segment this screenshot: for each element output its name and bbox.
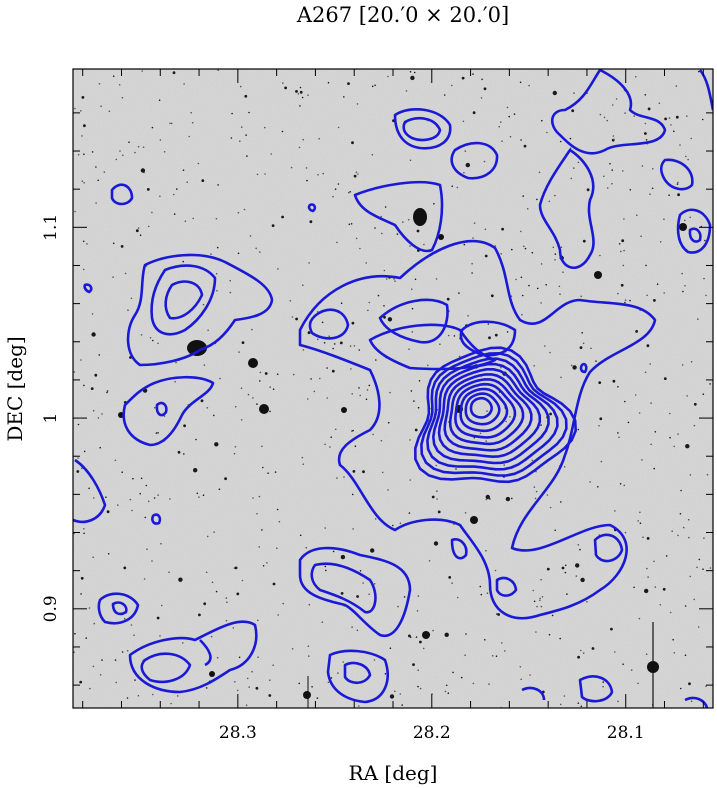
central-contours [414,346,577,484]
contour-level [432,362,550,465]
contour-level [464,392,501,426]
y-tick-label: 1.1 [41,214,61,241]
x-tick-label: 28.3 [219,723,257,743]
contour-level [469,396,493,419]
contour-level [448,378,525,446]
contour-level [426,357,559,471]
x-tick-label: 28.1 [607,723,645,743]
x-axis-label: RA [deg] [349,761,438,785]
x-tick-labels: 28.3 28.2 28.1 [219,723,645,743]
y-tick-label: 0.9 [41,595,61,622]
y-tick-label: 1 [41,413,61,424]
y-tick-labels: 0.9 1 1.1 [41,214,61,623]
contour-level [420,352,568,477]
contour-outer-center [298,239,657,620]
contour-level [459,387,509,433]
contour-level [414,346,577,484]
contour-level [443,373,533,452]
contour-level [454,382,517,439]
sky-image [73,69,713,708]
bright-galaxy [187,340,207,356]
contour-set [73,69,713,708]
x-tick-label: 28.2 [413,723,451,743]
y-axis-label: DEC [deg] [3,336,27,441]
axis-ticks [73,69,713,708]
contour-level [437,368,542,458]
figure-title: A267 [20.′0 × 20.′0] [296,3,509,27]
